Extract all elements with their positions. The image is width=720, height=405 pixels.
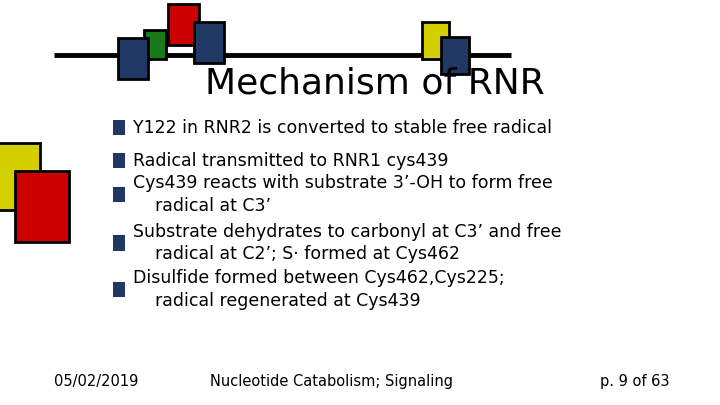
Bar <box>113 187 125 202</box>
Bar <box>194 22 224 63</box>
Text: Substrate dehydrates to carbonyl at C3’ and free
    radical at C2’; S· formed a: Substrate dehydrates to carbonyl at C3’ … <box>133 223 562 263</box>
Text: Cys439 reacts with substrate 3’-OH to form free
    radical at C3’: Cys439 reacts with substrate 3’-OH to fo… <box>133 174 553 215</box>
Bar <box>118 38 148 79</box>
Text: Mechanism of RNR: Mechanism of RNR <box>204 66 544 100</box>
Bar <box>113 120 125 135</box>
Text: 05/02/2019: 05/02/2019 <box>54 374 138 389</box>
Bar <box>15 171 69 242</box>
Bar <box>0 143 40 210</box>
Bar <box>113 282 125 297</box>
Bar <box>113 235 125 251</box>
Text: p. 9 of 63: p. 9 of 63 <box>600 374 670 389</box>
Bar <box>113 153 125 168</box>
Bar <box>441 37 469 74</box>
Bar <box>144 30 166 59</box>
Text: Nucleotide Catabolism; Signaling: Nucleotide Catabolism; Signaling <box>210 374 453 389</box>
Text: Disulfide formed between Cys462,Cys225;
    radical regenerated at Cys439: Disulfide formed between Cys462,Cys225; … <box>133 269 505 310</box>
Bar <box>422 22 449 59</box>
Text: Y122 in RNR2 is converted to stable free radical: Y122 in RNR2 is converted to stable free… <box>133 119 552 136</box>
Bar <box>168 4 199 45</box>
Text: Radical transmitted to RNR1 cys439: Radical transmitted to RNR1 cys439 <box>133 152 449 170</box>
